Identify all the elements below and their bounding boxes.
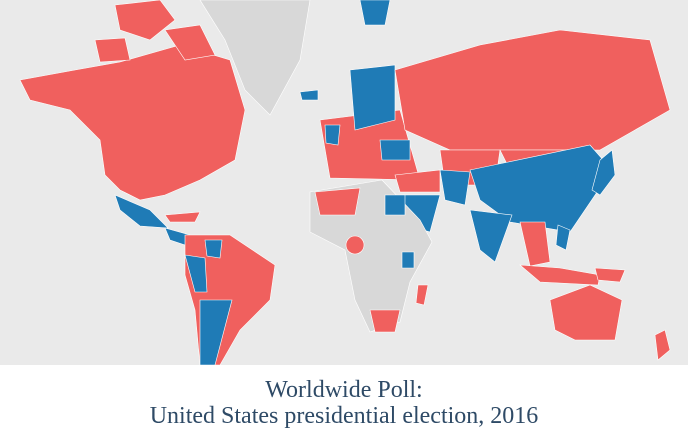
- egypt: [384, 194, 406, 216]
- title-line-1: Worldwide Poll:: [265, 377, 423, 403]
- svalbard: [359, 0, 391, 26]
- venezuela: [204, 239, 223, 259]
- north-america: [19, 44, 246, 201]
- south-africa: [369, 309, 401, 333]
- madagascar: [415, 284, 429, 306]
- title-line-2: United States presidential election, 201…: [149, 403, 539, 429]
- world-map: [0, 0, 688, 365]
- philippines: [555, 224, 571, 251]
- turkey-levant: [394, 169, 441, 193]
- china: [469, 144, 613, 233]
- uk: [324, 124, 341, 146]
- countries: [19, 0, 671, 365]
- peru: [184, 254, 208, 293]
- india: [469, 209, 513, 263]
- argentina-chile: [199, 299, 233, 365]
- africa: [309, 179, 433, 333]
- arctic-islands: [164, 24, 216, 61]
- japan: [591, 149, 616, 196]
- arctic-islands: [114, 0, 176, 41]
- nigeria: [345, 235, 365, 255]
- north-africa: [314, 187, 361, 216]
- greenland: [199, 0, 311, 116]
- new-zealand: [654, 329, 671, 361]
- iceland: [299, 89, 319, 101]
- scandinavia: [349, 64, 396, 131]
- ukraine: [379, 139, 411, 161]
- arctic-islands: [94, 37, 131, 63]
- mexico: [114, 194, 169, 229]
- papua: [594, 267, 626, 283]
- australia: [549, 284, 623, 341]
- southeast-asia: [519, 221, 551, 267]
- russia: [394, 29, 671, 151]
- iran-afghanistan: [439, 169, 471, 206]
- kenya: [401, 251, 415, 269]
- caribbean: [164, 211, 201, 223]
